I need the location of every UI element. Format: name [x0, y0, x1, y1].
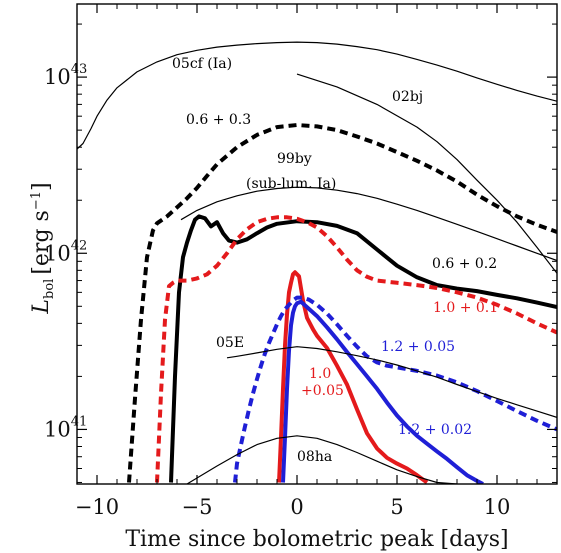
y-axis-label-sub: bol: [42, 279, 57, 299]
series-line-05e: [226, 346, 557, 418]
series-line-1-0-0-05: [277, 270, 429, 484]
series-line-0-6-0-2: [169, 214, 557, 483]
series-line-99by-sub-lum-ia: [180, 186, 557, 262]
series-label-08ha: 08ha: [297, 449, 332, 465]
y-tick-label: 1042: [44, 238, 87, 265]
series-line-08ha: [186, 435, 458, 484]
x-tick-label: 0: [290, 495, 303, 519]
x-tick-label: −5: [182, 495, 213, 519]
x-axis-label: Time since bolometric peak [days]: [125, 527, 508, 552]
x-tick-label: −10: [75, 495, 119, 519]
y-axis-label-unit: [erg s: [29, 210, 54, 275]
series-label-1-0: 1.0: [309, 366, 331, 382]
series-label-0-05: +0.05: [301, 383, 344, 399]
y-axis-label-unit-exp: −1: [29, 191, 44, 210]
series-line-1-2-0-05: [233, 295, 557, 483]
series-line-0-6-0-3: [127, 123, 557, 483]
series-labels-layer: 05cf (Ia) 02bj 0.6 + 0.3 99by (sub-lum. Ia) 0…: [172, 56, 498, 465]
ticks-layer: −10 −5 0 5 10 1041 1042 1043: [44, 4, 558, 519]
series-label-1-2-0-02: 1.2 + 0.02: [398, 422, 472, 438]
series-label-0-6-0-3: 0.6 + 0.3: [186, 112, 251, 128]
series-line-02bj: [296, 73, 557, 274]
series-label-1-0-0-1: 1.0 + 0.1: [433, 300, 498, 316]
series-label-99by: 99by: [277, 151, 312, 167]
x-tick-label: 5: [390, 495, 403, 519]
series-label-05e: 05E: [216, 335, 244, 351]
x-tick-label: 10: [484, 495, 511, 519]
y-axis-label: Lbol [erg s−1]: [29, 182, 57, 314]
series-line-1-0-0-1: [155, 215, 557, 483]
series-label-02bj: 02bj: [392, 89, 423, 105]
y-tick-label: 1041: [44, 414, 87, 441]
series-line-1-2-0-02: [281, 299, 484, 484]
series-label-1-2-0-05: 1.2 + 0.05: [381, 339, 455, 355]
series-label-05cf-ia: 05cf (Ia): [172, 56, 232, 72]
y-tick-label: 1043: [44, 62, 87, 89]
curves-layer: [77, 41, 557, 484]
series-line-05cf-ia: [77, 41, 557, 150]
series-label-sub-lum-ia: (sub-lum. Ia): [246, 176, 336, 192]
y-axis-label-unit-close: ]: [29, 182, 54, 191]
y-axis-label-base: L: [29, 299, 54, 315]
series-label-0-6-0-2: 0.6 + 0.2: [432, 256, 497, 272]
